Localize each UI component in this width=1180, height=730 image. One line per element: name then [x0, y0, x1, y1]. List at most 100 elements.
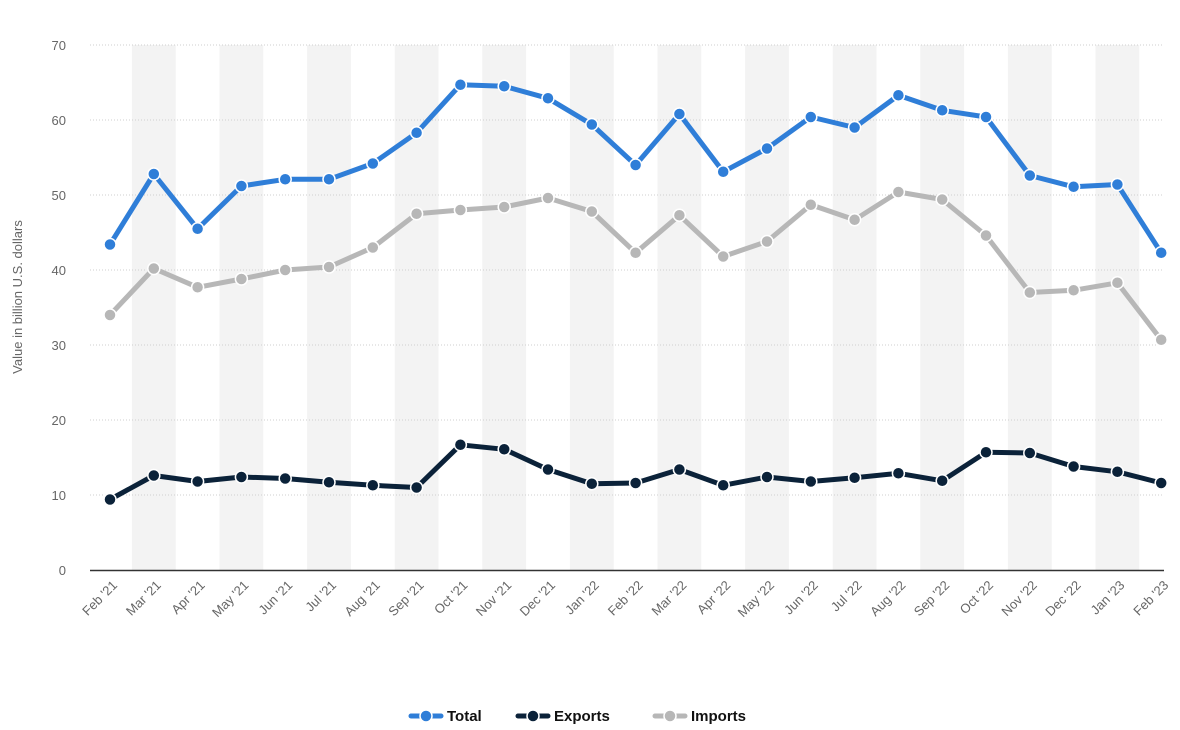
series-layer: [103, 78, 1168, 507]
data-point[interactable]: [1023, 168, 1037, 183]
data-point[interactable]: [1154, 246, 1168, 260]
data-point[interactable]: [322, 475, 336, 489]
legend-swatch-marker: [663, 709, 677, 723]
y-tick-label: 10: [52, 488, 66, 503]
data-point[interactable]: [804, 474, 818, 489]
data-point[interactable]: [497, 79, 511, 93]
data-point[interactable]: [409, 126, 424, 140]
data-point[interactable]: [453, 78, 468, 92]
x-tick-label: Sep '22: [911, 578, 952, 619]
data-point[interactable]: [847, 213, 862, 227]
data-point[interactable]: [891, 185, 906, 199]
data-point[interactable]: [628, 158, 643, 172]
data-point[interactable]: [541, 462, 555, 477]
data-point[interactable]: [1110, 177, 1125, 192]
x-tick-label: Nov '22: [998, 578, 1039, 619]
data-point[interactable]: [1110, 276, 1125, 290]
data-point[interactable]: [1154, 333, 1168, 347]
data-point[interactable]: [103, 492, 117, 507]
data-point[interactable]: [190, 280, 205, 294]
y-axis-ticks: 0 10 20 30 40 50 60 70: [52, 38, 66, 578]
data-point[interactable]: [1066, 459, 1081, 474]
data-point[interactable]: [497, 200, 511, 214]
data-point[interactable]: [804, 110, 818, 124]
data-point[interactable]: [278, 263, 292, 277]
data-point[interactable]: [1066, 180, 1081, 194]
x-tick-label: Jan '23: [1088, 578, 1128, 618]
data-point[interactable]: [979, 110, 993, 124]
data-point[interactable]: [541, 191, 555, 205]
data-point[interactable]: [672, 462, 687, 477]
legend-swatch-marker: [526, 709, 540, 723]
data-point[interactable]: [453, 203, 468, 217]
data-point[interactable]: [628, 476, 643, 490]
data-point[interactable]: [234, 272, 249, 286]
data-point[interactable]: [190, 222, 205, 236]
data-point[interactable]: [672, 107, 687, 121]
column-band: [1095, 45, 1140, 570]
data-point[interactable]: [891, 88, 906, 102]
legend-label: Imports: [691, 708, 746, 725]
data-point[interactable]: [497, 442, 511, 456]
data-point[interactable]: [716, 249, 730, 264]
column-band: [482, 45, 527, 570]
column-band: [219, 45, 264, 570]
x-tick-label: Feb '23: [1130, 578, 1171, 619]
data-point[interactable]: [190, 474, 205, 489]
data-point[interactable]: [979, 228, 993, 243]
data-point[interactable]: [1110, 465, 1125, 479]
legend-item-imports[interactable]: Imports: [652, 708, 746, 725]
data-point[interactable]: [366, 240, 380, 255]
data-point[interactable]: [847, 120, 862, 135]
data-point[interactable]: [585, 204, 599, 219]
data-point[interactable]: [322, 260, 336, 274]
data-point[interactable]: [1023, 285, 1037, 300]
legend-item-exports[interactable]: Exports: [515, 708, 610, 725]
data-point[interactable]: [935, 474, 949, 488]
x-tick-label: Oct '21: [431, 578, 470, 617]
x-tick-label: Jul '22: [828, 578, 865, 615]
data-point[interactable]: [760, 470, 774, 484]
column-band: [745, 45, 789, 570]
data-point[interactable]: [103, 308, 117, 322]
data-point[interactable]: [935, 192, 949, 207]
x-tick-label: Jun '21: [255, 578, 295, 618]
x-tick-label: Aug '21: [341, 578, 382, 619]
data-point[interactable]: [628, 246, 643, 260]
data-point[interactable]: [585, 117, 599, 132]
data-point[interactable]: [278, 471, 292, 486]
data-point[interactable]: [716, 478, 730, 492]
data-point[interactable]: [935, 103, 949, 117]
data-point[interactable]: [453, 438, 468, 452]
data-point[interactable]: [585, 477, 599, 491]
data-point[interactable]: [672, 208, 687, 222]
data-point[interactable]: [234, 470, 249, 484]
data-point[interactable]: [760, 234, 774, 249]
legend-item-total[interactable]: Total: [408, 708, 482, 725]
data-point[interactable]: [366, 478, 380, 492]
data-point[interactable]: [1023, 446, 1037, 460]
data-point[interactable]: [103, 237, 117, 252]
data-point[interactable]: [147, 167, 161, 181]
data-point[interactable]: [804, 198, 818, 212]
x-tick-label: Jul '21: [302, 578, 339, 615]
data-point[interactable]: [278, 172, 292, 186]
data-point[interactable]: [409, 207, 424, 221]
data-point[interactable]: [979, 445, 993, 459]
data-point[interactable]: [847, 471, 862, 485]
data-point[interactable]: [234, 179, 249, 193]
series-line: [107, 442, 1164, 502]
data-point[interactable]: [409, 480, 424, 495]
data-point[interactable]: [716, 165, 730, 179]
data-point[interactable]: [322, 172, 336, 186]
data-point[interactable]: [891, 466, 906, 480]
data-point[interactable]: [366, 156, 380, 171]
data-point[interactable]: [1154, 476, 1168, 490]
data-point[interactable]: [147, 468, 161, 483]
y-tick-label: 0: [59, 563, 66, 578]
data-point[interactable]: [147, 261, 161, 276]
data-point[interactable]: [541, 91, 555, 105]
data-point[interactable]: [1066, 283, 1081, 297]
data-point[interactable]: [760, 141, 774, 156]
series-total: [103, 78, 1168, 260]
